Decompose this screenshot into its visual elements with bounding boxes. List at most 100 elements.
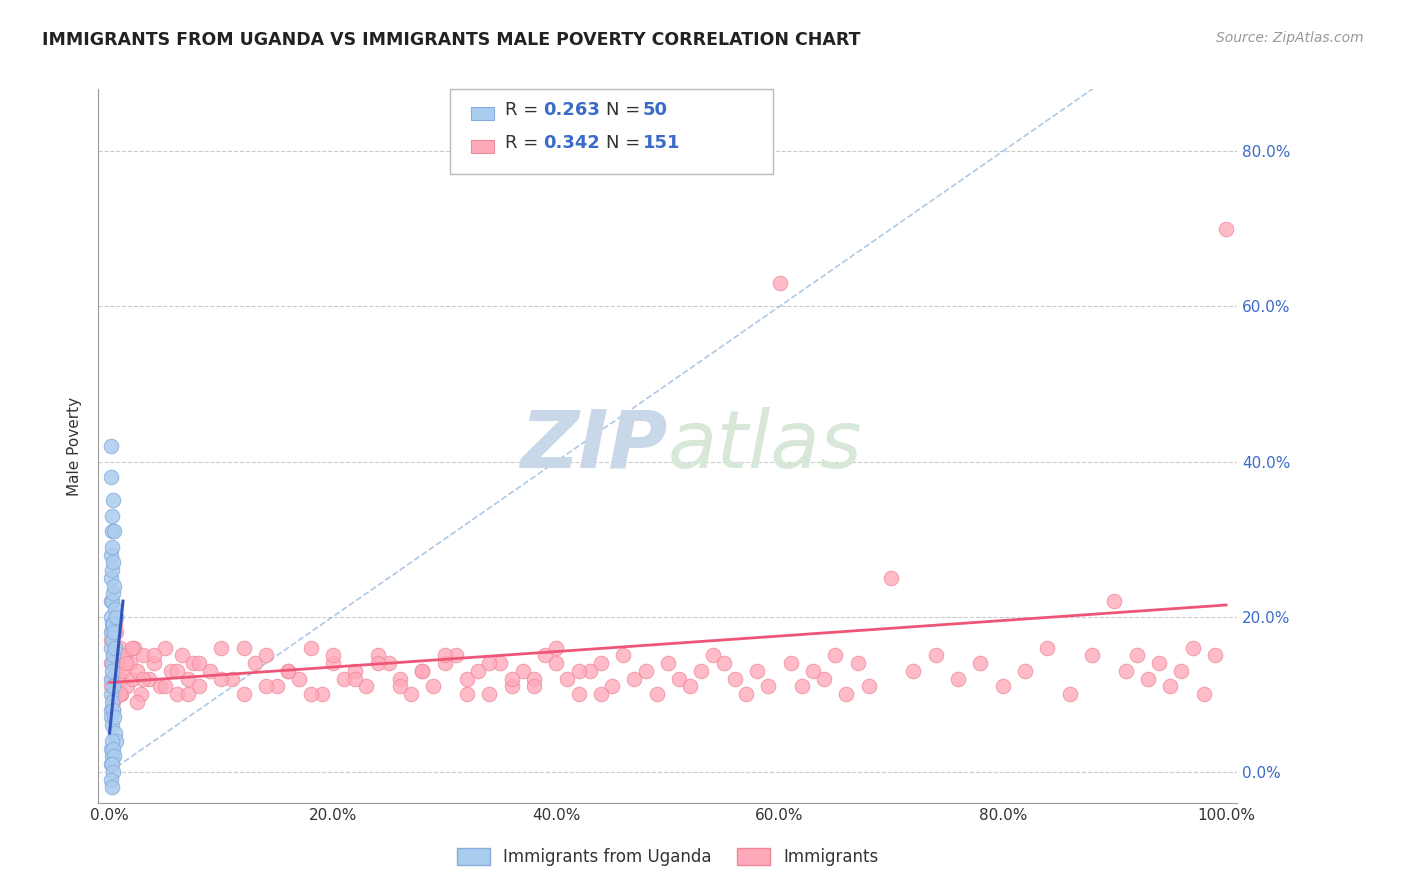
Point bbox=[100, 640, 122, 655]
Point bbox=[101, 632, 124, 647]
Point bbox=[101, 664, 124, 678]
Point bbox=[155, 680, 177, 694]
Point bbox=[100, 625, 122, 640]
Point bbox=[103, 710, 125, 724]
Point bbox=[100, 680, 122, 694]
Point bbox=[991, 680, 1014, 694]
Point bbox=[100, 757, 122, 772]
Point bbox=[456, 672, 478, 686]
Point bbox=[534, 648, 557, 663]
Point bbox=[103, 625, 125, 640]
Point bbox=[399, 687, 422, 701]
Point bbox=[277, 664, 299, 678]
Point bbox=[557, 672, 579, 686]
Point bbox=[100, 470, 122, 484]
Point bbox=[114, 648, 136, 663]
Point bbox=[122, 640, 145, 655]
Point bbox=[512, 664, 534, 678]
Point bbox=[946, 672, 969, 686]
Point bbox=[118, 656, 141, 670]
Point bbox=[367, 656, 389, 670]
Point bbox=[444, 648, 467, 663]
Point bbox=[127, 695, 149, 709]
Point bbox=[1115, 664, 1137, 678]
Point bbox=[121, 640, 143, 655]
Point bbox=[177, 672, 200, 686]
Point bbox=[1170, 664, 1192, 678]
Point bbox=[101, 718, 124, 732]
Point bbox=[104, 617, 127, 632]
Point bbox=[790, 680, 813, 694]
Point bbox=[160, 664, 183, 678]
Point bbox=[903, 664, 925, 678]
Point bbox=[713, 656, 735, 670]
Point bbox=[105, 609, 128, 624]
Point bbox=[1192, 687, 1215, 701]
Point bbox=[209, 640, 232, 655]
Point bbox=[155, 640, 177, 655]
Point bbox=[101, 764, 124, 779]
Point bbox=[567, 664, 589, 678]
Point bbox=[100, 571, 122, 585]
Point bbox=[121, 672, 143, 686]
Point bbox=[101, 749, 124, 764]
Point bbox=[198, 664, 221, 678]
Point bbox=[115, 656, 138, 670]
Point bbox=[702, 648, 724, 663]
Point bbox=[111, 664, 134, 678]
Point bbox=[1081, 648, 1104, 663]
Point bbox=[107, 672, 129, 686]
Point bbox=[221, 672, 243, 686]
Point bbox=[835, 687, 858, 701]
Point bbox=[104, 640, 127, 655]
Point bbox=[243, 656, 266, 670]
Point bbox=[813, 672, 835, 686]
Text: IMMIGRANTS FROM UGANDA VS IMMIGRANTS MALE POVERTY CORRELATION CHART: IMMIGRANTS FROM UGANDA VS IMMIGRANTS MAL… bbox=[42, 31, 860, 49]
Point bbox=[232, 687, 254, 701]
Point bbox=[589, 656, 612, 670]
Point bbox=[101, 524, 124, 539]
Point bbox=[467, 664, 489, 678]
Point bbox=[187, 680, 209, 694]
Point bbox=[166, 687, 188, 701]
Point bbox=[143, 648, 166, 663]
Point bbox=[478, 687, 501, 701]
Point bbox=[105, 680, 128, 694]
Text: 0.263: 0.263 bbox=[543, 101, 599, 119]
Point bbox=[101, 594, 124, 608]
Point bbox=[600, 680, 623, 694]
Point bbox=[101, 493, 124, 508]
Point bbox=[388, 680, 411, 694]
Point bbox=[101, 586, 124, 600]
Point bbox=[101, 648, 124, 663]
Point bbox=[1204, 648, 1226, 663]
Point bbox=[101, 617, 124, 632]
Point bbox=[108, 687, 131, 701]
Point bbox=[456, 687, 478, 701]
Point bbox=[117, 680, 139, 694]
Point bbox=[801, 664, 824, 678]
Point bbox=[1147, 656, 1170, 670]
Text: 50: 50 bbox=[643, 101, 668, 119]
Point bbox=[690, 664, 713, 678]
Point bbox=[578, 664, 600, 678]
Point bbox=[501, 672, 523, 686]
Point bbox=[433, 648, 456, 663]
Point bbox=[183, 656, 205, 670]
Point bbox=[172, 648, 194, 663]
Point bbox=[478, 656, 501, 670]
Point bbox=[177, 687, 200, 701]
Point bbox=[433, 656, 456, 670]
Point bbox=[779, 656, 801, 670]
Text: R =: R = bbox=[505, 134, 544, 152]
Point bbox=[101, 780, 124, 795]
Point bbox=[411, 664, 433, 678]
Point bbox=[322, 648, 344, 663]
Point bbox=[846, 656, 869, 670]
Point bbox=[367, 648, 389, 663]
Point bbox=[103, 524, 125, 539]
Point bbox=[101, 672, 124, 686]
Point bbox=[589, 687, 612, 701]
Point bbox=[411, 664, 433, 678]
Point bbox=[735, 687, 758, 701]
